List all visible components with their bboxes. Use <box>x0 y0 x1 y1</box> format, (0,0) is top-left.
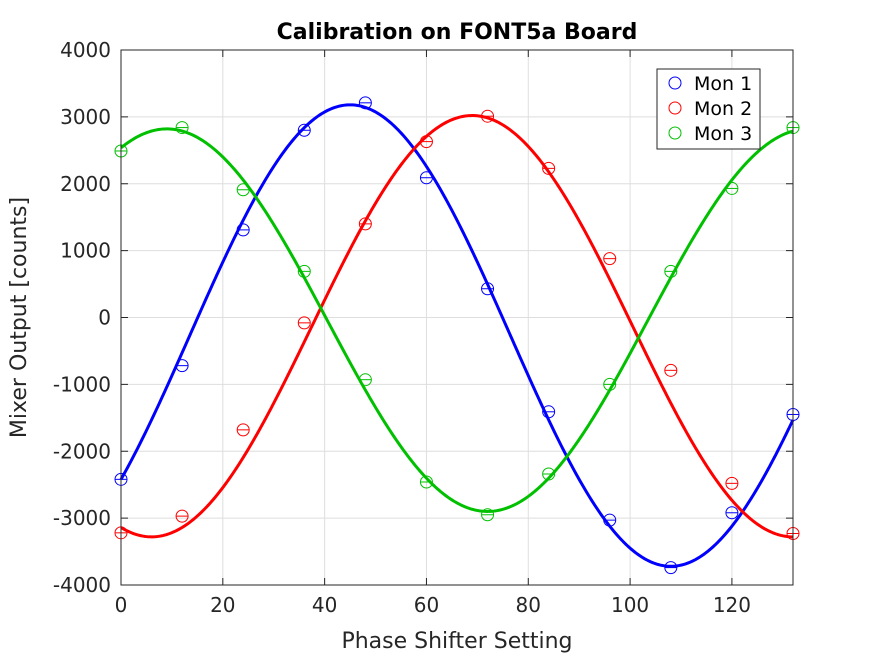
x-tick-label: 100 <box>611 593 649 617</box>
fit-curves <box>119 103 795 568</box>
x-tick-label: 80 <box>516 593 541 617</box>
legend-entry: Mon 3 <box>694 123 752 145</box>
y-tick-label: -1000 <box>53 372 111 396</box>
legend-entry: Mon 1 <box>694 73 752 95</box>
tick-labels: 0 20 40 60 80 100 120 -4000 -3000 -2000 -1000 0 1000… <box>53 38 751 617</box>
y-tick-label: -4000 <box>53 573 111 597</box>
y-tick-label: 2000 <box>60 172 111 196</box>
y-tick-label: -3000 <box>53 506 111 530</box>
legend-marker <box>668 101 682 115</box>
x-tick-label: 20 <box>210 593 235 617</box>
x-axis-label: Phase Shifter Setting <box>341 629 572 654</box>
fit-curve-mon-3 <box>120 127 794 513</box>
fit-curve-mon-2 <box>120 114 794 539</box>
axes <box>120 49 794 586</box>
x-tick-label: 120 <box>713 593 751 617</box>
legend-marker <box>668 126 682 140</box>
legend-marker <box>668 76 682 90</box>
y-tick-label: 3000 <box>60 105 111 129</box>
y-tick-label: 1000 <box>60 239 111 263</box>
x-tick-label: 40 <box>312 593 337 617</box>
legend-box <box>656 68 761 150</box>
y-tick-label: 4000 <box>60 38 111 62</box>
fit-curve-mon-1 <box>119 103 795 568</box>
x-tick-label: 0 <box>115 593 128 617</box>
x-tick-label: 60 <box>414 593 439 617</box>
legend: Mon 1 Mon 2 Mon 3 <box>656 68 761 150</box>
legend-entry: Mon 2 <box>694 98 752 120</box>
grid <box>120 49 793 586</box>
y-tick-label: 0 <box>98 306 111 330</box>
y-axis-label: Mixer Output [counts] <box>7 197 32 438</box>
y-tick-label: -2000 <box>53 439 111 463</box>
chart-title: Calibration on FONT5a Board <box>277 20 638 45</box>
